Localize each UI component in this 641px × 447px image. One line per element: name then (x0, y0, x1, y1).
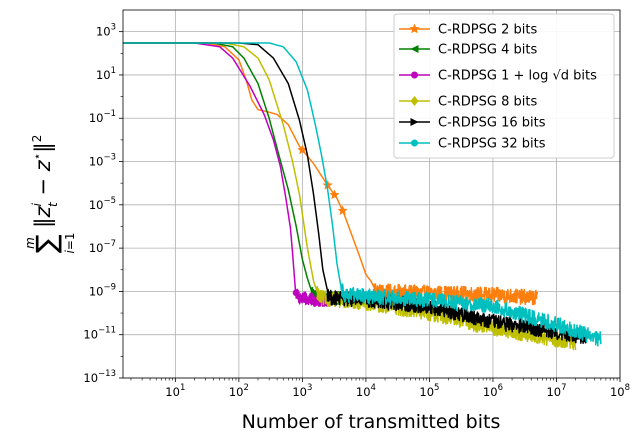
legend-entry-3: C-RDPSG 1 + log √d bits (399, 69, 597, 84)
svg-text:∑ ‖zit − z⋆‖2: ∑ ‖zi t − z⋆‖2 (30, 135, 63, 254)
series-marker (340, 291, 348, 299)
series-6 (123, 42, 602, 347)
series-marker (326, 293, 335, 302)
y-tick-label: 10−13 (83, 369, 116, 385)
series-marker (292, 289, 300, 297)
y-tick-label: 10−7 (89, 239, 116, 255)
series-marker (337, 205, 348, 216)
ticks: 101 102 103 104 105 106 107 108 103 101 10−1 10−3 10… (83, 23, 630, 399)
y-tick-label: 10−9 (89, 282, 116, 298)
series-marker (410, 45, 419, 53)
legend-label: C-RDPSG 32 bits (438, 137, 546, 152)
x-tick-label: 103 (292, 383, 312, 399)
x-axis-label: Number of transmitted bits (242, 411, 501, 433)
x-tick-label: 108 (610, 383, 630, 399)
y-tick-label: 10−11 (83, 326, 116, 342)
y-axis-label: ∑ ‖zi t − z⋆‖2 m i=1 (23, 135, 77, 254)
legend-entry-5: C-RDPSG 16 bits (399, 116, 546, 131)
x-tick-label: 102 (229, 383, 249, 399)
series-layer (123, 42, 602, 351)
legend-label: C-RDPSG 8 bits (438, 95, 537, 110)
legend-entry-2: C-RDPSG 4 bits (399, 43, 537, 58)
svg-text:m: m (23, 237, 37, 249)
x-tick-label: 105 (419, 383, 439, 399)
legend-label: C-RDPSG 2 bits (438, 23, 537, 38)
legend-box (393, 13, 615, 159)
svg-text:i=1: i=1 (63, 232, 77, 253)
legend-label: C-RDPSG 4 bits (438, 43, 537, 58)
series-marker (411, 139, 418, 147)
y-tick-label: 10−3 (89, 153, 116, 169)
series-marker (411, 71, 418, 79)
plot-frame (122, 9, 621, 379)
y-tick-label: 10−5 (89, 196, 116, 212)
series-marker (410, 96, 419, 106)
y-tick-label: 101 (96, 66, 116, 82)
legend-entry-4: C-RDPSG 8 bits (399, 95, 537, 110)
x-tick-label: 106 (483, 383, 503, 399)
legend-entry-6: C-RDPSG 32 bits (399, 137, 546, 152)
y-tick-label: 10−1 (89, 109, 116, 125)
legend-entry-1: C-RDPSG 2 bits (399, 23, 537, 38)
legend-label: C-RDPSG 16 bits (438, 116, 546, 131)
x-tick-label: 107 (546, 383, 566, 399)
legend-label: C-RDPSG 1 + log √d bits (438, 69, 597, 84)
legend: C-RDPSG 2 bits C-RDPSG 4 bits C-RDPSG 1 + … (393, 13, 615, 159)
series-marker (410, 118, 419, 126)
series-line (123, 42, 602, 347)
series-marker (329, 189, 340, 200)
y-tick-label: 103 (96, 23, 116, 39)
series-marker (316, 292, 325, 303)
x-tick-label: 101 (165, 383, 185, 399)
x-tick-label: 104 (356, 383, 376, 399)
series-marker (409, 23, 420, 34)
